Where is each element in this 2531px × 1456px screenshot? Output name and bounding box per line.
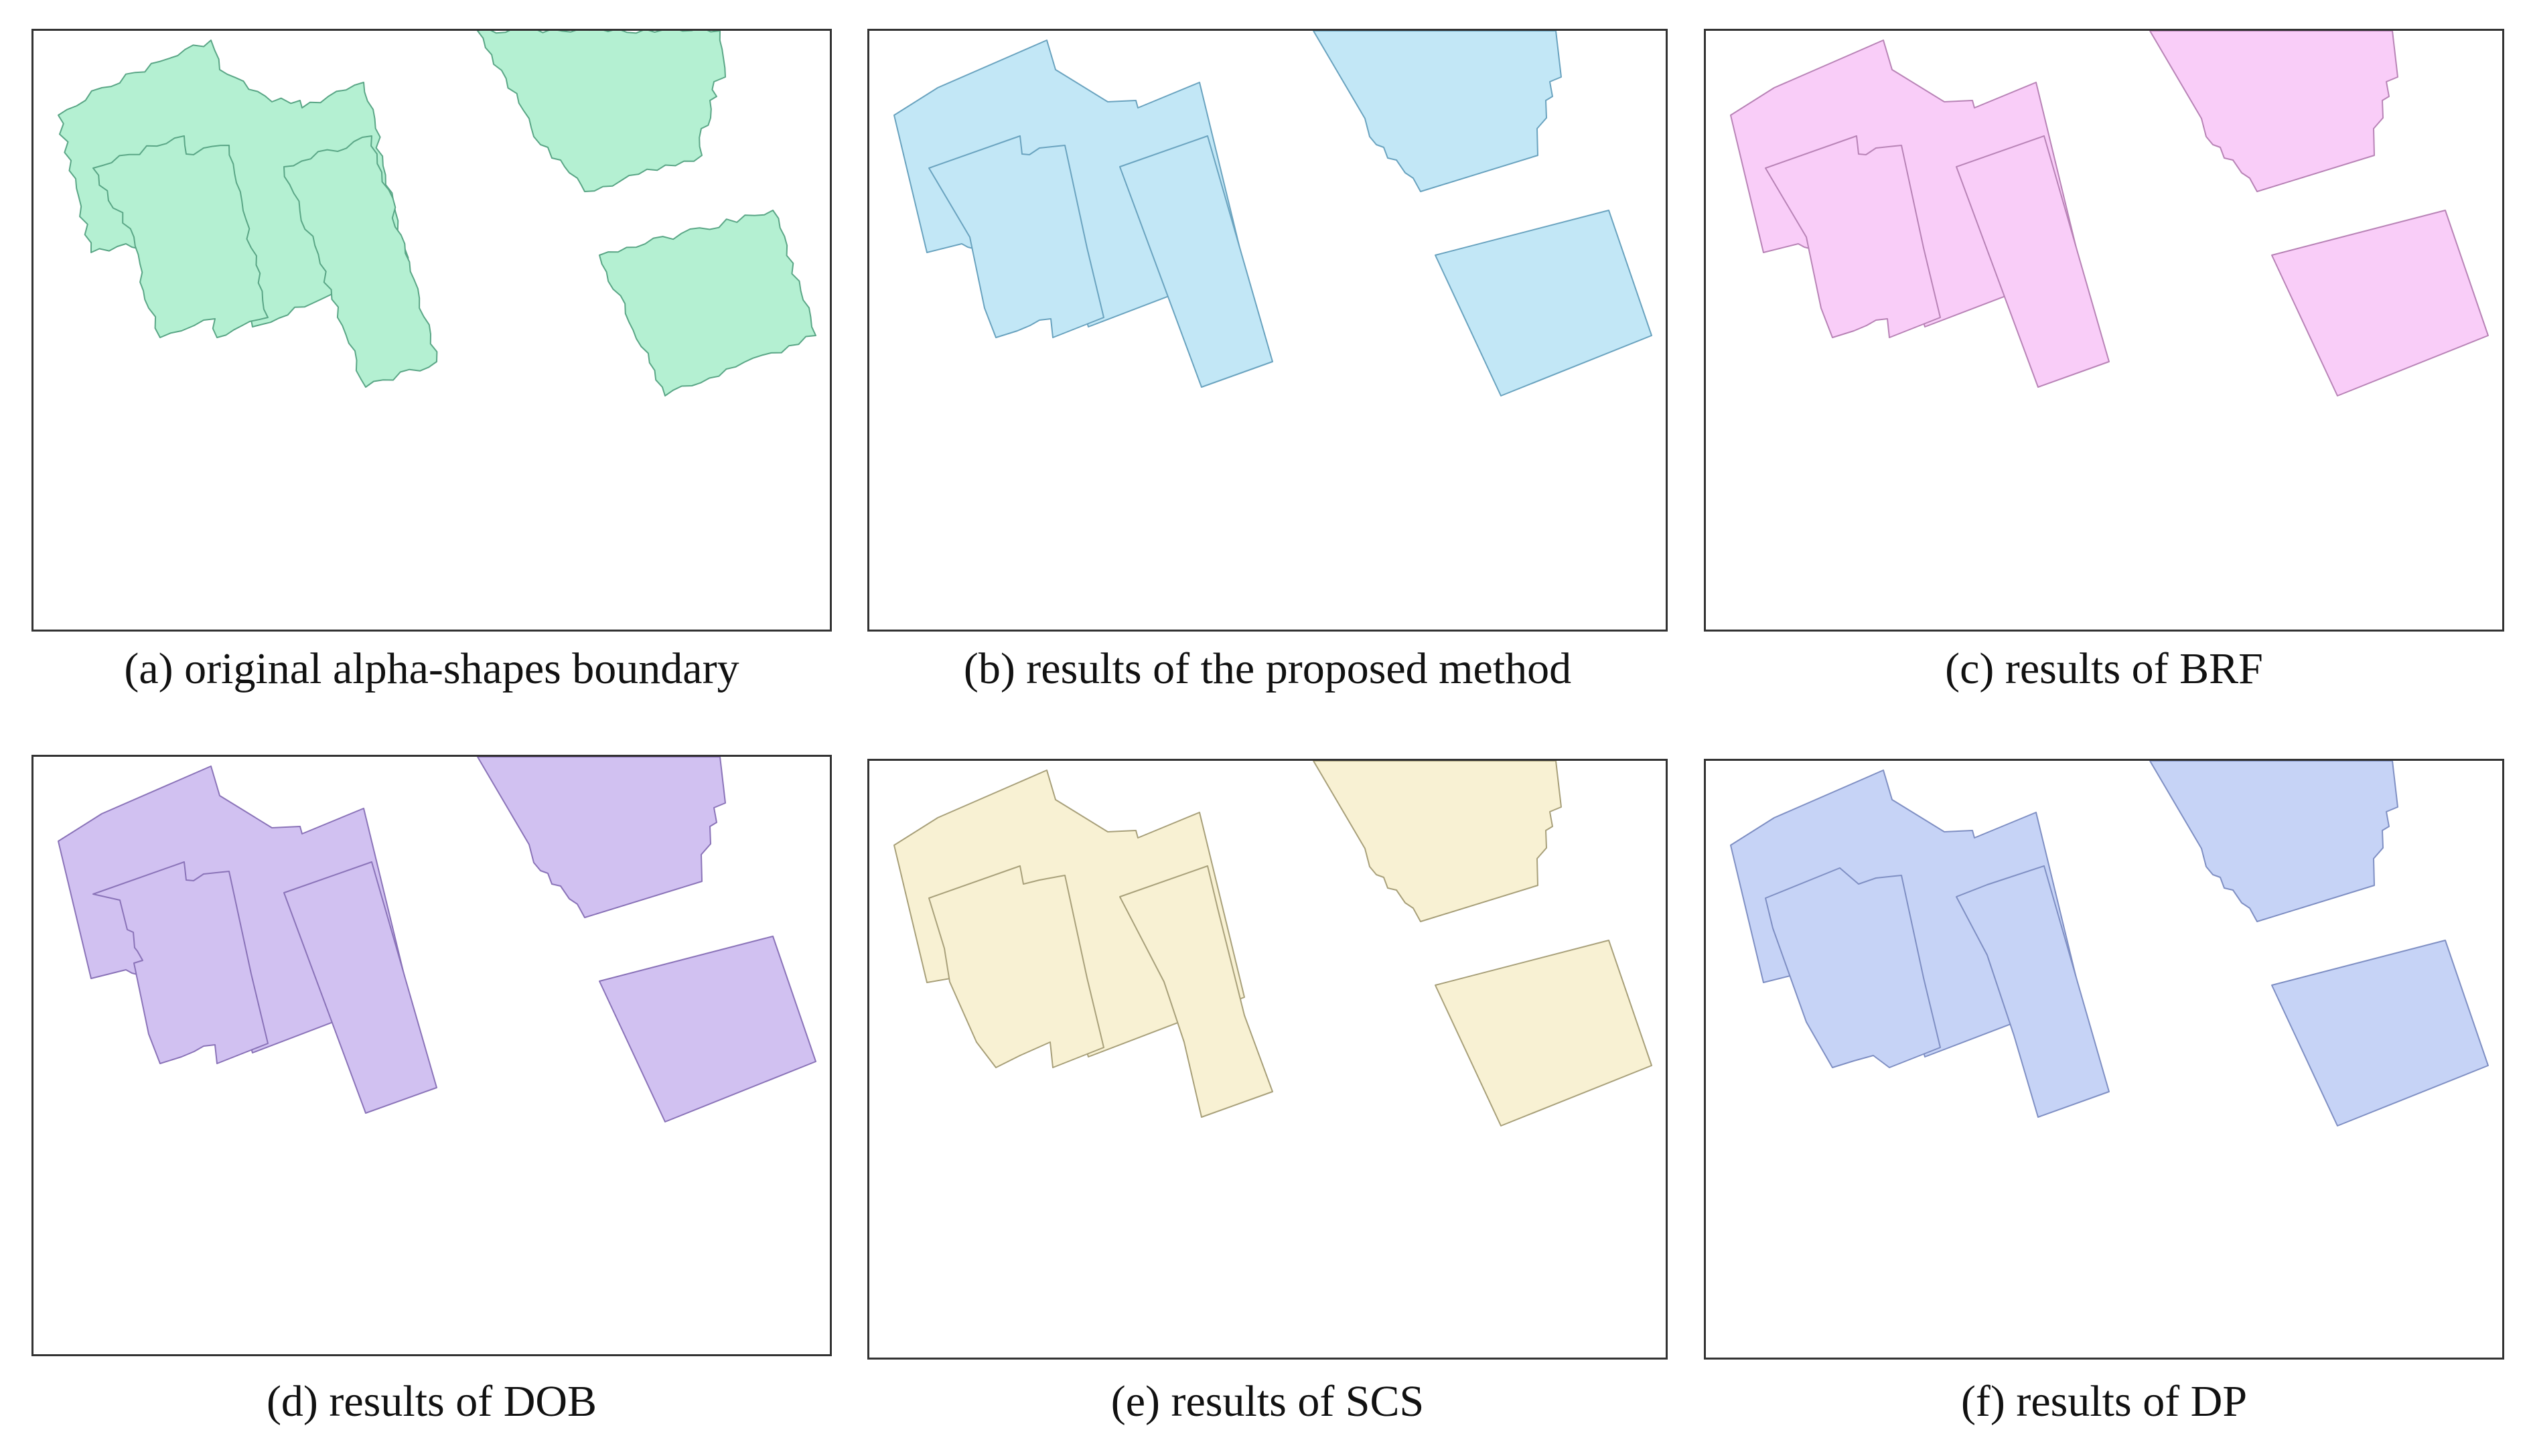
panel-caption: (e) results of SCS bbox=[1110, 1377, 1425, 1426]
building-polygon bbox=[1313, 31, 1562, 192]
building-polygon bbox=[1313, 761, 1562, 922]
building-polygon bbox=[92, 861, 269, 1064]
panel-f: (f) results of DP bbox=[1704, 759, 2504, 1429]
map-frame bbox=[867, 29, 1668, 632]
building-footprints bbox=[58, 31, 816, 396]
map-frame bbox=[867, 759, 1668, 1360]
building-footprints bbox=[893, 31, 1652, 396]
building-polygon bbox=[1765, 867, 1941, 1068]
building-footprints bbox=[1730, 761, 2489, 1126]
panel-b: (b) results of the proposed method bbox=[867, 29, 1668, 699]
building-polygon bbox=[928, 135, 1104, 338]
panel-caption: (f) results of DP bbox=[1960, 1377, 2248, 1426]
panel-e: (e) results of SCS bbox=[867, 759, 1668, 1429]
panel-caption: (b) results of the proposed method bbox=[963, 644, 1572, 693]
map-frame bbox=[1704, 759, 2504, 1360]
map-frame bbox=[31, 29, 832, 632]
building-polygon bbox=[283, 861, 437, 1114]
building-polygon bbox=[599, 210, 816, 396]
panel-d: (d) results of DOB bbox=[31, 755, 832, 1426]
building-polygon bbox=[1119, 865, 1273, 1118]
building-polygon bbox=[477, 757, 726, 918]
building-polygon bbox=[1765, 135, 1941, 338]
building-polygon bbox=[477, 31, 726, 192]
panel-caption: (c) results of BRF bbox=[1945, 644, 2263, 693]
building-polygon bbox=[2149, 31, 2398, 192]
building-polygon bbox=[928, 865, 1104, 1068]
building-polygon bbox=[2271, 940, 2489, 1126]
panel-a: (a) original alpha-shapes boundary bbox=[31, 29, 832, 699]
building-polygon bbox=[599, 936, 816, 1122]
building-polygon bbox=[1956, 135, 2110, 388]
building-footprints bbox=[893, 761, 1652, 1126]
building-polygon bbox=[1956, 865, 2110, 1118]
building-polygon bbox=[1435, 940, 1652, 1126]
building-polygon bbox=[1119, 135, 1273, 388]
building-polygon bbox=[1435, 210, 1652, 396]
building-polygon bbox=[283, 135, 438, 388]
map-frame bbox=[1704, 29, 2504, 632]
building-footprints bbox=[58, 757, 816, 1122]
panel-caption: (a) original alpha-shapes boundary bbox=[124, 644, 739, 693]
building-footprints bbox=[1730, 31, 2489, 396]
building-polygon bbox=[2271, 210, 2489, 396]
map-frame bbox=[31, 755, 832, 1356]
building-polygon bbox=[2149, 761, 2398, 922]
building-polygon bbox=[92, 135, 269, 338]
panel-c: (c) results of BRF bbox=[1704, 29, 2504, 699]
panel-caption: (d) results of DOB bbox=[266, 1377, 597, 1426]
